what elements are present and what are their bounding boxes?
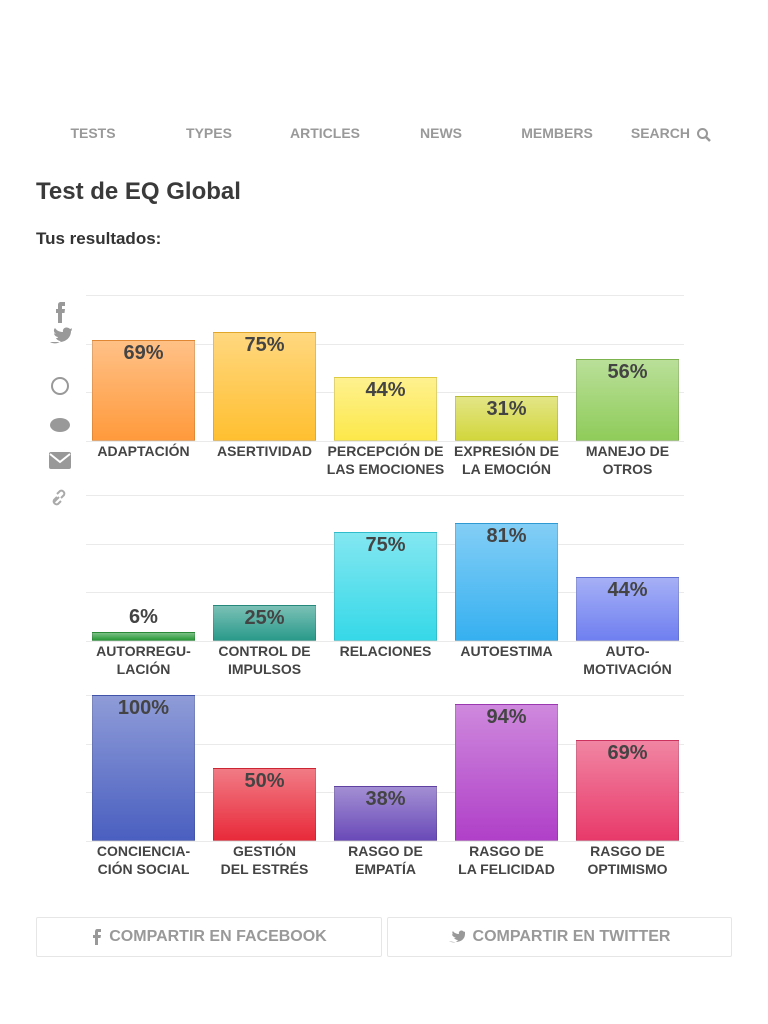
grid-line: [86, 295, 684, 296]
category-label: RASGO DE EMPATÍA: [348, 843, 423, 877]
bar: [334, 785, 437, 841]
category-label: RASGO DE OPTIMISMO: [587, 843, 668, 877]
link-icon[interactable]: [52, 489, 66, 506]
value-label: 25%: [244, 606, 285, 629]
nav-item[interactable]: ARTICLES: [290, 125, 360, 141]
value-label: 44%: [607, 578, 648, 601]
nav-search[interactable]: SEARCH: [630, 125, 690, 141]
category-label: CONCIENCIA- CIÓN SOCIAL: [96, 843, 191, 877]
button-label: COMPARTIR EN TWITTER: [472, 928, 671, 945]
email-icon[interactable]: [49, 452, 71, 469]
grid-line: [86, 841, 684, 842]
bar: [455, 522, 558, 641]
category-label: AUTO- MOTIVACIÓN: [583, 643, 672, 677]
value-label: 6%: [129, 606, 158, 629]
share-facebook-button[interactable]: COMPARTIR EN FACEBOOK: [36, 917, 382, 957]
grid-line: [86, 343, 684, 345]
category-label: PERCEPCIÓN DE LAS EMOCIONES: [326, 443, 445, 477]
grid-line: [86, 695, 684, 696]
bar: [213, 604, 316, 641]
value-label: 69%: [607, 742, 648, 765]
bar: [576, 359, 679, 441]
value-label: 75%: [365, 533, 406, 556]
bar: [576, 740, 679, 841]
nav-item[interactable]: TYPES: [186, 125, 232, 141]
page-title: Test de EQ Global: [36, 178, 241, 205]
value-label: 50%: [244, 770, 285, 792]
value-label: 69%: [123, 342, 164, 365]
facebook-icon: [93, 929, 102, 945]
value-label: 44%: [365, 378, 406, 401]
grid-line: [86, 441, 684, 442]
value-label: 31%: [486, 397, 527, 420]
bar: [92, 632, 195, 641]
share-twitter-button[interactable]: COMPARTIR EN TWITTER: [387, 917, 732, 957]
category-label: GESTIÓN DEL ESTRÉS: [220, 843, 309, 877]
nav-item[interactable]: TESTS: [70, 125, 116, 141]
value-label: 81%: [486, 524, 527, 547]
value-label: 38%: [365, 787, 406, 810]
value-label: 100%: [117, 697, 170, 719]
category-label: RASGO DE LA FELICIDAD: [458, 843, 555, 877]
bar: [455, 395, 558, 441]
bar: [334, 376, 437, 441]
subtitle: Tus resultados:: [36, 229, 162, 248]
facebook-icon[interactable]: [56, 302, 65, 323]
nav-item[interactable]: NEWS: [420, 125, 462, 141]
share-icons: [49, 302, 72, 506]
category-label: CONTROL DE IMPULSOS: [218, 643, 311, 677]
category-label: AUTOESTIMA: [460, 643, 553, 659]
twitter-icon[interactable]: [50, 327, 72, 344]
category-label: AUTORREGU- LACIÓN: [96, 643, 191, 677]
nav-item[interactable]: MEMBERS: [521, 125, 593, 141]
bar: [455, 703, 558, 841]
value-label: 94%: [486, 705, 527, 728]
search-icon[interactable]: [696, 127, 712, 143]
bar: [213, 331, 316, 441]
bar: [334, 531, 437, 641]
grid-line: [86, 641, 684, 642]
bar: [92, 340, 195, 441]
category-label: ADAPTACIÓN: [97, 443, 190, 459]
bar: [92, 695, 195, 841]
bar: [213, 768, 316, 841]
grid-line: [86, 743, 684, 745]
value-label: 56%: [607, 361, 648, 384]
category-label: EXPRESIÓN DE LA EMOCIÓN: [453, 443, 560, 477]
value-label: 75%: [244, 333, 285, 356]
button-label: COMPARTIR EN FACEBOOK: [109, 928, 327, 945]
category-label: RELACIONES: [339, 643, 432, 659]
twitter-icon: [448, 930, 465, 943]
bar: [576, 576, 679, 641]
whatsapp-icon[interactable]: [51, 377, 69, 395]
reddit-icon[interactable]: [50, 418, 70, 432]
category-label: MANEJO DE OTROS: [585, 443, 670, 477]
grid-line: [86, 495, 684, 496]
category-label: ASERTIVIDAD: [217, 443, 312, 459]
